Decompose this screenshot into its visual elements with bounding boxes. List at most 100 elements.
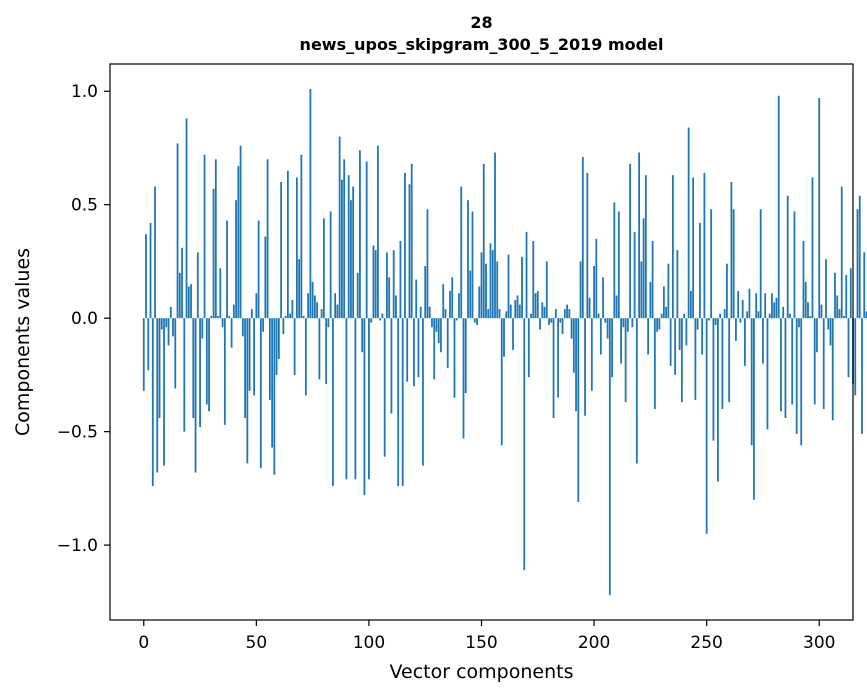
bar	[777, 95, 780, 319]
bar	[172, 318, 174, 337]
bar	[676, 250, 679, 319]
bar	[426, 209, 429, 319]
bar	[523, 318, 526, 571]
bar	[856, 209, 859, 319]
bar	[757, 311, 760, 319]
bar	[433, 318, 436, 380]
bar	[160, 318, 163, 330]
bar	[692, 177, 695, 319]
bar	[831, 318, 834, 421]
bar	[665, 306, 668, 319]
bar	[768, 313, 771, 319]
bar	[518, 304, 521, 319]
bar	[246, 318, 249, 464]
bar	[332, 318, 334, 487]
bar	[235, 200, 237, 319]
bar	[795, 318, 798, 434]
bar	[341, 179, 343, 319]
bar	[203, 154, 206, 319]
bar	[685, 318, 688, 346]
bar	[500, 318, 503, 446]
bar	[840, 186, 843, 319]
bar	[615, 295, 618, 319]
bar	[566, 304, 568, 319]
bar	[741, 300, 744, 319]
bar	[253, 318, 255, 396]
bar	[183, 318, 186, 432]
bar	[356, 272, 359, 319]
bar	[149, 222, 152, 319]
bar	[662, 286, 665, 319]
bar	[640, 261, 643, 319]
bar	[158, 318, 161, 419]
chart-title: 28	[470, 13, 493, 32]
bar	[257, 220, 260, 319]
bar	[399, 241, 402, 319]
bar	[854, 318, 857, 396]
bar	[377, 145, 379, 319]
bar	[516, 295, 519, 319]
bar	[782, 306, 785, 319]
bar	[284, 315, 287, 319]
bar	[147, 318, 150, 371]
plot-frame	[109, 63, 854, 621]
bar	[820, 304, 823, 319]
bar	[406, 318, 409, 382]
bar	[712, 318, 715, 441]
bar	[849, 268, 852, 319]
bar	[653, 318, 656, 409]
bar	[732, 209, 735, 319]
bar	[512, 318, 514, 350]
bar	[190, 284, 192, 319]
bar	[708, 318, 710, 321]
bar	[205, 318, 208, 405]
bar	[631, 318, 634, 328]
bar	[620, 318, 622, 364]
x-tick-label: 100	[353, 633, 385, 653]
bars-group	[142, 88, 867, 596]
bar	[192, 318, 195, 419]
bar	[379, 318, 382, 321]
bar	[714, 318, 717, 325]
bar	[458, 293, 460, 319]
bar	[392, 250, 395, 319]
bar	[336, 304, 339, 319]
bar	[419, 306, 422, 319]
bar	[723, 309, 726, 319]
bar	[689, 290, 692, 319]
bar	[559, 318, 562, 323]
bar	[219, 268, 222, 319]
bar	[359, 150, 361, 319]
bar	[201, 318, 204, 339]
bar	[212, 188, 215, 319]
bar	[480, 252, 483, 319]
bar	[773, 302, 776, 319]
bar	[755, 293, 758, 319]
bar	[590, 318, 593, 391]
bar	[435, 318, 438, 332]
bar	[753, 318, 755, 500]
x-tick-label: 200	[578, 633, 610, 653]
bar	[350, 200, 352, 319]
bar	[199, 318, 201, 428]
bar	[293, 318, 296, 375]
bar	[536, 290, 539, 319]
bar	[451, 277, 454, 319]
bar	[694, 318, 697, 400]
y-tick-label: 0.0	[71, 309, 98, 329]
bar	[266, 159, 269, 319]
bar	[217, 315, 219, 319]
bar	[194, 318, 197, 473]
bar	[462, 318, 465, 439]
bar	[827, 318, 830, 330]
bar	[597, 313, 600, 319]
bar	[318, 318, 321, 380]
bar	[557, 318, 559, 398]
bar	[791, 318, 794, 405]
bar	[410, 163, 413, 319]
bar	[363, 318, 366, 496]
bar	[825, 259, 827, 319]
bar	[322, 218, 325, 319]
bar	[280, 182, 283, 319]
